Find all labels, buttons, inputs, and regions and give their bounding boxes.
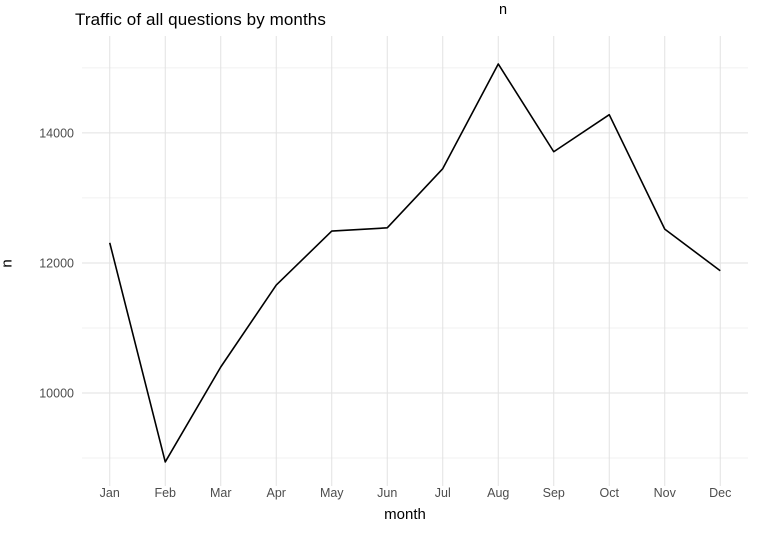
legend-title: n [498,2,508,18]
x-tick-label: Aug [487,486,509,500]
x-tick-label: Feb [154,486,176,500]
x-tick-label: Jul [435,486,451,500]
y-tick-label: 12000 [39,256,74,270]
y-axis-title: n [0,259,16,268]
x-tick-label: Mar [210,486,232,500]
x-tick-label: Sep [543,486,565,500]
chart-title: Traffic of all questions by months [75,10,326,29]
x-tick-label: May [320,486,344,500]
y-tick-label: 14000 [39,126,74,140]
x-tick-label: Jan [100,486,120,500]
y-tick-label: 10000 [39,387,74,401]
traffic-line-series [108,63,721,463]
x-tick-label: Apr [267,486,286,500]
x-tick-label: Oct [600,486,620,500]
x-tick-label: Jun [377,486,397,500]
x-axis-title: month [384,506,426,523]
x-tick-label: Dec [709,486,731,500]
x-tick-label: Nov [654,486,677,500]
